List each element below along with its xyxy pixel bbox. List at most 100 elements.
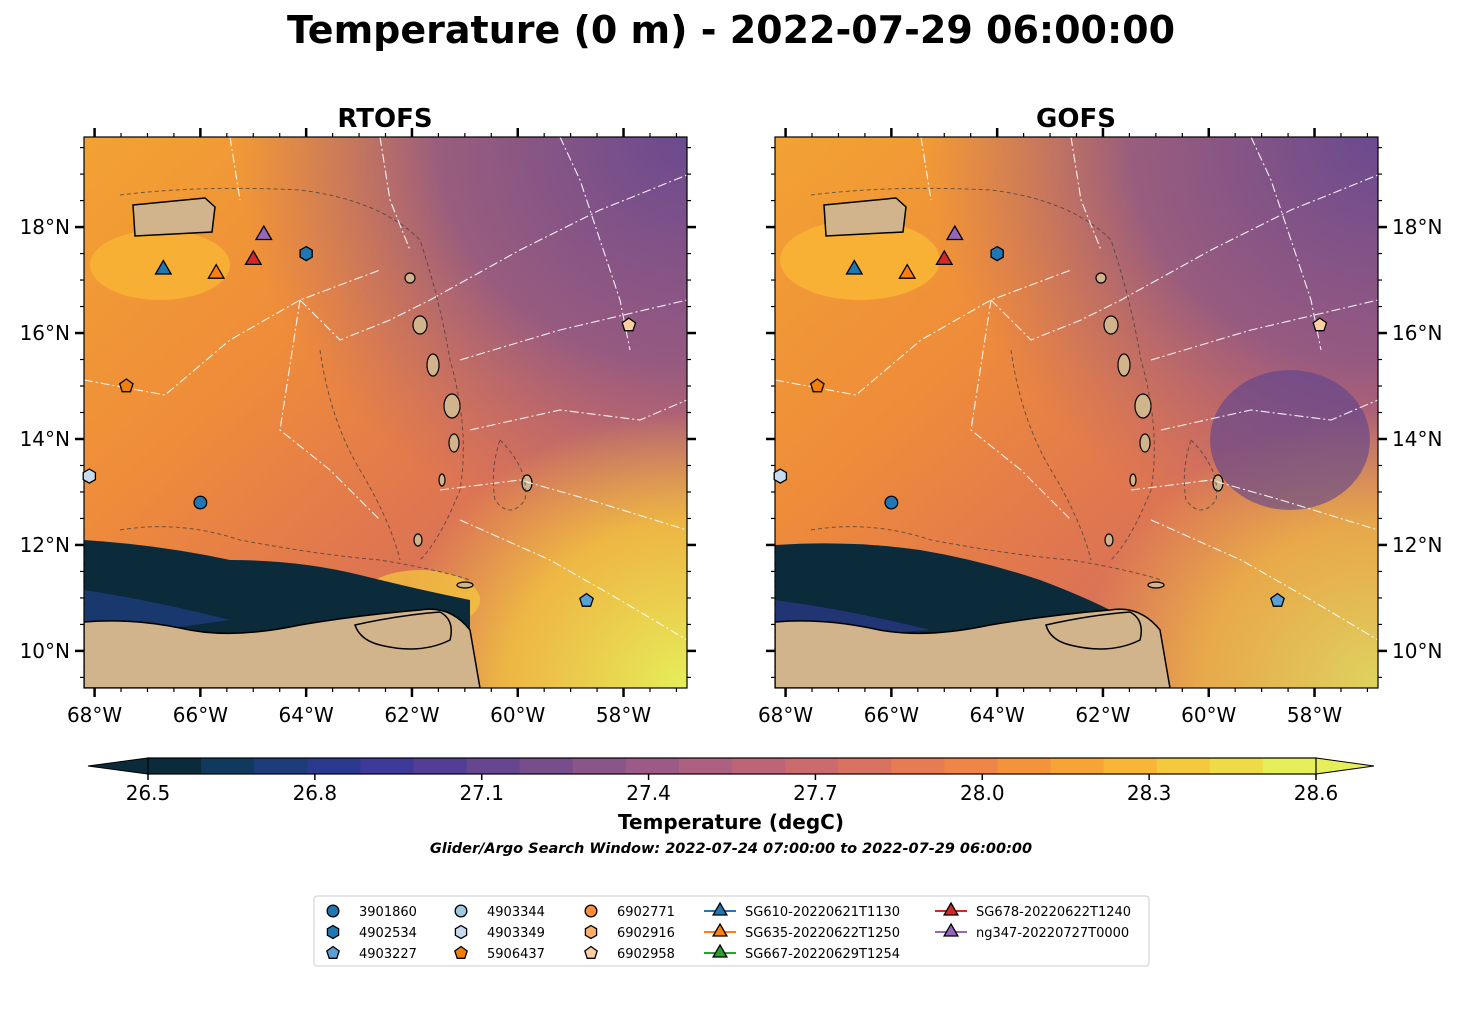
legend-marker	[942, 922, 960, 937]
obs-marker-4903349	[773, 468, 788, 484]
legend-label: 4903227	[359, 947, 417, 962]
sst-field-gofs	[775, 137, 1378, 688]
colorbar-swatch	[148, 758, 202, 774]
y-tick-label: 16°N	[1392, 321, 1442, 345]
obs-marker-4903227	[1270, 592, 1285, 607]
x-tick-label: 58°W	[596, 703, 651, 727]
legend: 3901860 4902534 4903227 4903344 4903349 59064…	[313, 895, 1150, 967]
obs-marker-3901860	[193, 495, 208, 510]
colorbar-tick-label: 27.4	[626, 781, 671, 805]
land-trinidad-rtofs	[354, 611, 452, 650]
colorbar-swatch	[254, 758, 308, 774]
obs-marker-5906437	[809, 378, 825, 393]
legend-entries: 3901860 4902534 4903227 4903344 4903349 59064…	[326, 901, 1131, 962]
legend-marker	[454, 945, 468, 959]
obs-marker-ng347-20220727T0000	[254, 224, 273, 241]
colorbar-swatch	[997, 758, 1052, 774]
colorbar-tick-label: 28.3	[1127, 781, 1172, 805]
colorbar-tick-label: 26.8	[293, 781, 338, 805]
legend-marker	[584, 945, 598, 959]
colorbar-swatch	[678, 758, 733, 774]
obs-marker-SG678-20220622T1240	[935, 249, 954, 266]
land-puerto-rico-rtofs	[132, 197, 216, 237]
colorbar-swatch	[1050, 758, 1105, 774]
legend-marker	[584, 904, 598, 918]
bathymetry-contours-rtofs	[119, 187, 527, 581]
legend-label: 4902534	[359, 926, 417, 941]
colorbar-swatches	[148, 758, 1317, 774]
colorbar-swatch	[838, 758, 892, 774]
eez-boundaries-gofs	[775, 137, 1378, 688]
y-tick-label: 18°N	[1392, 215, 1442, 239]
legend-label: SG667-20220629T1254	[745, 947, 900, 962]
legend-label: 6902916	[617, 926, 675, 941]
obs-marker-SG678-20220622T1240	[244, 249, 263, 266]
x-ticks-rtofs: 68°W 66°W 64°W 62°W 60°W 58°W	[67, 128, 678, 727]
y-ticks-gofs: 18°N 16°N 14°N 12°N 10°N	[766, 146, 1442, 679]
legend-label: SG610-20220621T1130	[745, 905, 900, 920]
y-ticks-rtofs: 18°N 16°N 14°N 12°N 10°N	[20, 146, 696, 679]
observations-gofs	[773, 224, 1328, 607]
colorbar-swatch	[625, 758, 680, 774]
x-tick-label: 64°W	[279, 703, 334, 727]
x-tick-label: 68°W	[758, 703, 813, 727]
panel-title-rtofs: RTOFS	[337, 104, 432, 134]
x-tick-label: 66°W	[864, 703, 919, 727]
colorbar-swatch	[732, 758, 786, 774]
obs-marker-6902958	[621, 317, 637, 332]
colorbar-swatch	[944, 758, 999, 774]
legend-label: 4903349	[487, 926, 545, 941]
colorbar-tick-label: 26.5	[126, 781, 171, 805]
figure-title: Temperature (0 m) - 2022-07-29 06:00:00	[287, 8, 1175, 52]
y-tick-label: 10°N	[20, 639, 70, 663]
colorbar-extend-low	[87, 757, 149, 775]
legend-marker	[711, 922, 729, 937]
obs-marker-4902534	[299, 245, 313, 262]
obs-marker-SG635-20220622T1250	[898, 263, 917, 279]
y-tick-label: 12°N	[20, 533, 70, 557]
obs-marker-4902534	[990, 245, 1004, 262]
colorbar-swatch	[201, 758, 255, 774]
legend-marker	[942, 901, 960, 916]
colorbar-tick-label: 27.7	[793, 781, 838, 805]
land-trinidad-gofs	[1045, 611, 1142, 650]
colorbar-swatch	[307, 758, 361, 774]
x-tick-label: 60°W	[1181, 703, 1236, 727]
legend-marker	[326, 945, 340, 959]
colorbar-swatch	[360, 758, 415, 774]
colorbar-tick-label: 28.6	[1294, 781, 1339, 805]
x-tick-label: 66°W	[173, 703, 228, 727]
legend-label: 4903344	[487, 905, 545, 920]
map-panel-gofs: GOFS	[758, 104, 1442, 727]
y-tick-label: 14°N	[20, 427, 70, 451]
x-tick-label: 58°W	[1287, 703, 1342, 727]
obs-marker-SG610-20220621T1130	[845, 259, 864, 275]
legend-label: ng347-20220727T0000	[976, 926, 1129, 941]
legend-marker	[454, 904, 468, 918]
obs-marker-4903349	[82, 468, 97, 484]
legend-marker	[711, 901, 729, 916]
land-puerto-rico-gofs	[823, 197, 907, 237]
colorbar-tick-label: 28.0	[960, 781, 1005, 805]
lesser-antilles-rtofs	[404, 272, 533, 589]
legend-marker	[711, 943, 729, 958]
y-tick-label: 12°N	[1392, 533, 1442, 557]
obs-marker-5906437	[118, 378, 134, 393]
legend-marker	[454, 924, 468, 940]
obs-marker-3901860	[884, 495, 899, 510]
y-tick-label: 18°N	[20, 215, 70, 239]
colorbar-label: Temperature (degC)	[618, 810, 844, 834]
search-window-text: Glider/Argo Search Window: 2022-07-24 07…	[430, 841, 1032, 857]
colorbar-swatch	[891, 758, 945, 774]
y-tick-label: 16°N	[20, 321, 70, 345]
legend-label: SG635-20220622T1250	[745, 926, 900, 941]
colorbar-swatch	[785, 758, 839, 774]
colorbar-swatch	[466, 758, 521, 774]
obs-marker-SG635-20220622T1250	[207, 263, 226, 279]
bathymetry-contours-gofs	[810, 187, 1218, 581]
colorbar: 26.5 26.8 27.1 27.4 27.7 28.0 28.3 28.6 Tempera…	[87, 757, 1375, 834]
legend-label: SG678-20220622T1240	[976, 905, 1131, 920]
colorbar-swatch	[413, 758, 468, 774]
x-tick-label: 68°W	[67, 703, 122, 727]
